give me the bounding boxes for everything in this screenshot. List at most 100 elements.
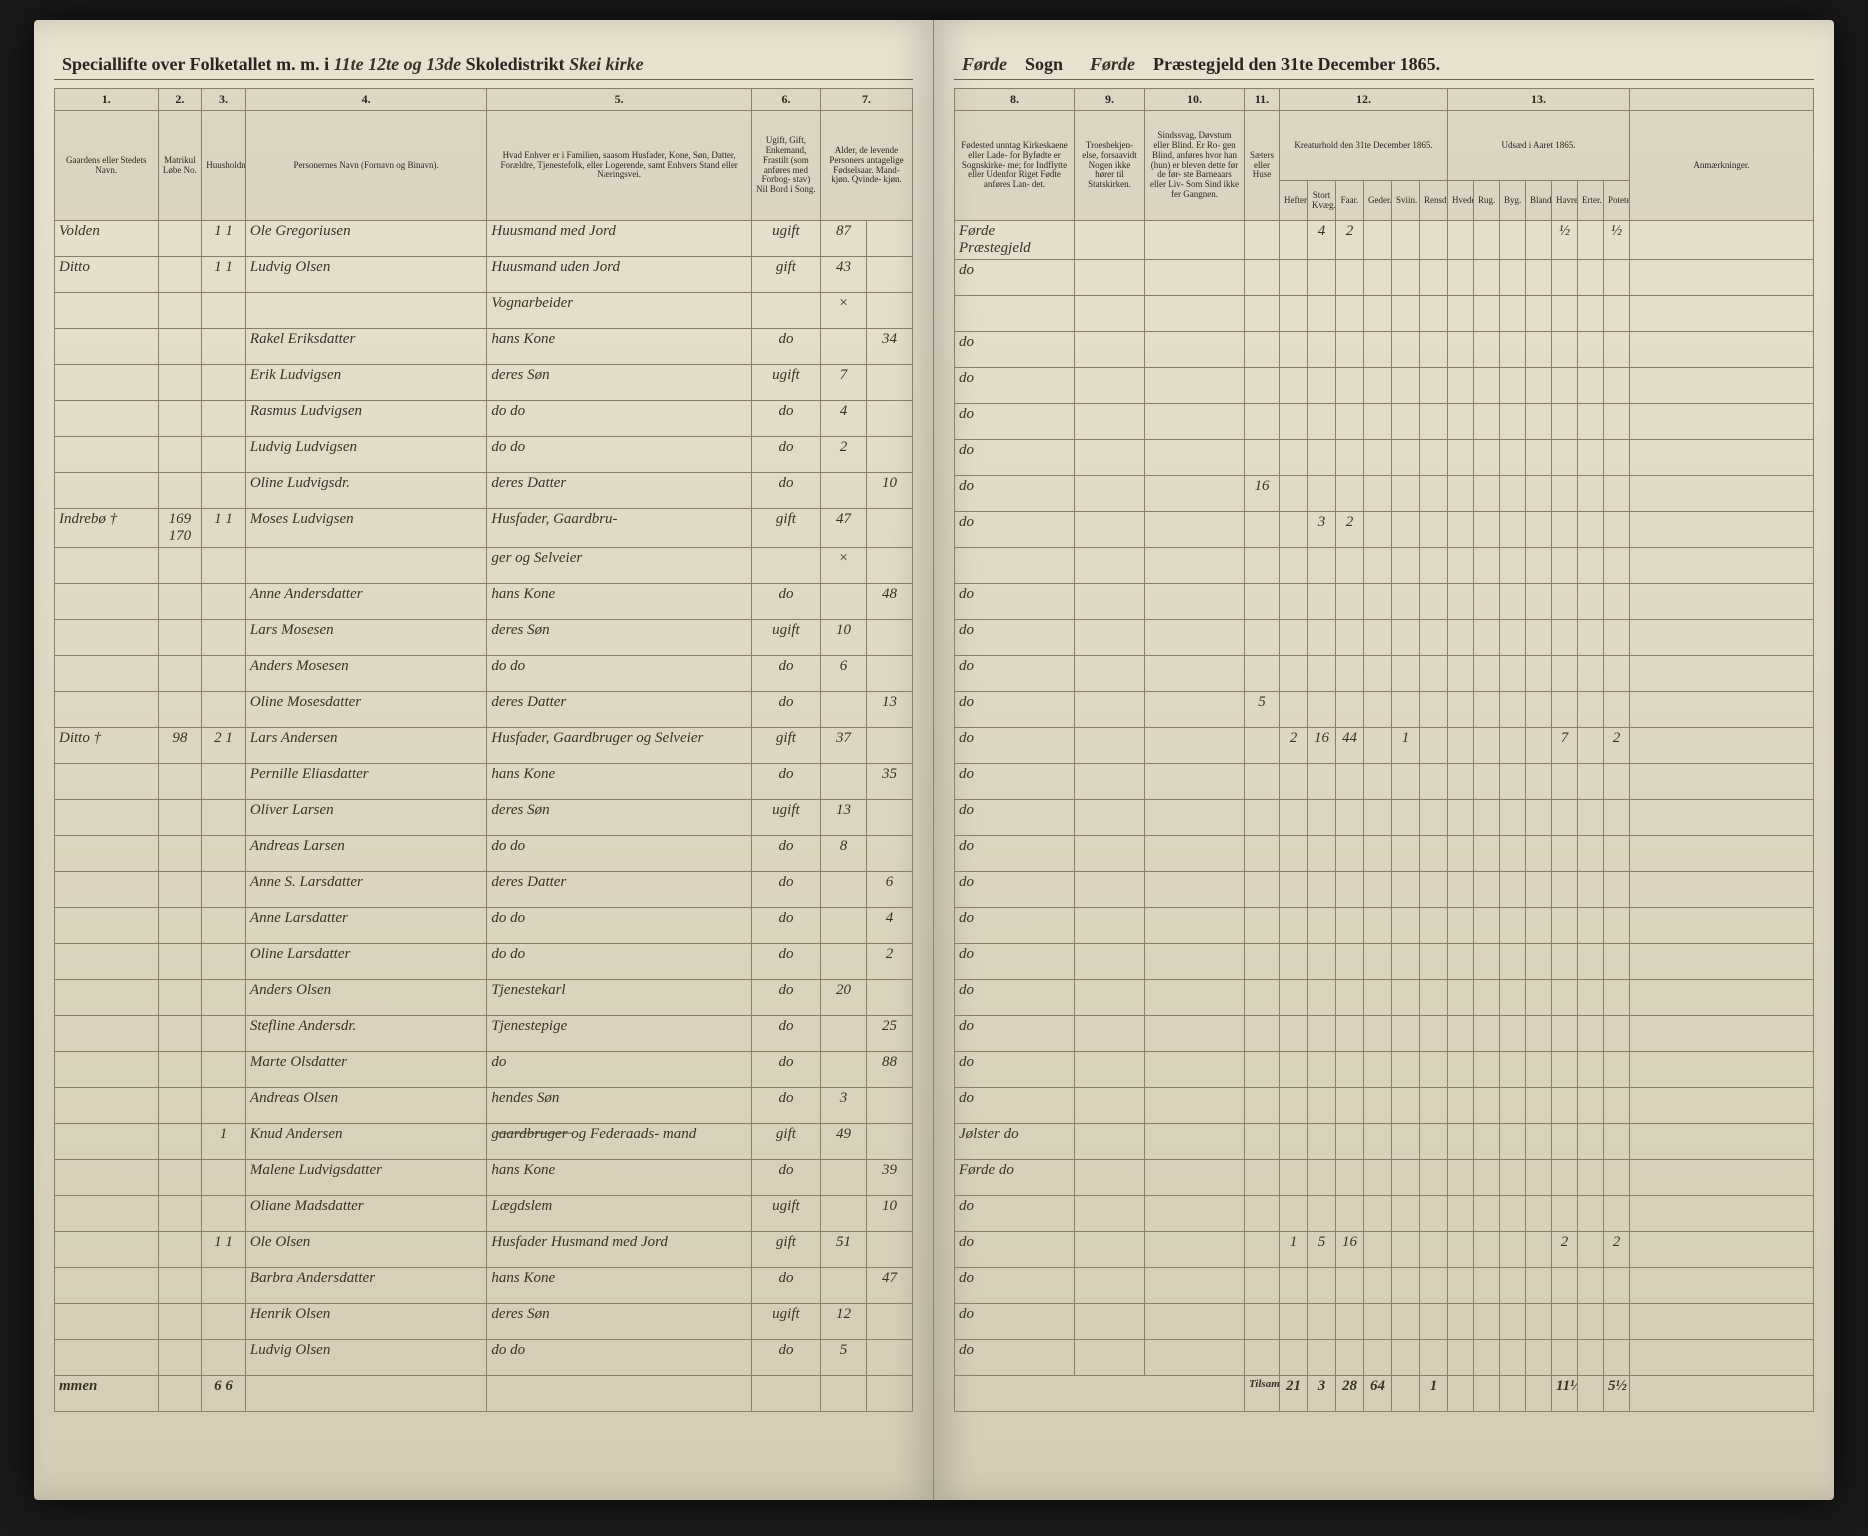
cell-12c: 16: [1336, 1232, 1364, 1268]
cell-remarks: [1630, 944, 1814, 980]
cell-12a: [1280, 1160, 1308, 1196]
cell-12b: [1308, 404, 1336, 440]
table-row: do: [955, 368, 1814, 404]
cell-remarks: [1630, 1340, 1814, 1376]
cell-faith: [1075, 1016, 1145, 1052]
cell-13b: [1474, 1124, 1500, 1160]
colhead-9: Troesbekjen- else, forsaavidt Nogen ikke…: [1075, 111, 1145, 221]
cell-13c: [1500, 1232, 1526, 1268]
cell-matrikul: [158, 872, 202, 908]
cell-13d: [1526, 1160, 1552, 1196]
cell-remarks: [1630, 836, 1814, 872]
cell-disability: [1145, 548, 1245, 584]
cell-age-f: 4: [866, 908, 912, 944]
cell-13e: [1552, 368, 1578, 404]
cell-birthplace: do: [955, 1196, 1075, 1232]
colhead-3: Huusholdninger.: [202, 111, 246, 221]
table-row: Anne S. Larsdatterderes Datterdo6: [55, 872, 913, 908]
cell-disability: [1145, 980, 1245, 1016]
colhead-7: Alder, de levende Personers antagelige F…: [820, 111, 912, 221]
table-row: [955, 296, 1814, 332]
cell-12c: [1336, 260, 1364, 296]
table-row: Førde do: [955, 1160, 1814, 1196]
cell-disability: [1145, 332, 1245, 368]
cell-matrikul: [158, 800, 202, 836]
cell-remarks: [1630, 332, 1814, 368]
cell-11: [1245, 548, 1280, 584]
cell-13g: [1604, 1124, 1630, 1160]
cell-name: Ludvig Ludvigsen: [245, 437, 487, 473]
cell-role: deres Datter: [487, 692, 752, 728]
cell-13b: [1474, 1196, 1500, 1232]
header-hw-3: Førde: [962, 54, 1007, 74]
table-row: [955, 548, 1814, 584]
cell-faith: [1075, 692, 1145, 728]
cell-13g: [1604, 836, 1630, 872]
colnum-9: 9.: [1075, 89, 1145, 111]
cell-matrikul: 98: [158, 728, 202, 764]
cell-12e: [1392, 584, 1420, 620]
cell-12f: [1420, 1340, 1448, 1376]
cell-marital: ugift: [751, 620, 820, 656]
cell-12c: [1336, 1340, 1364, 1376]
cell-13b: [1474, 656, 1500, 692]
cell-11: [1245, 584, 1280, 620]
cell-12d: [1364, 1340, 1392, 1376]
cell-matrikul: [158, 221, 202, 257]
cell-birthplace: do: [955, 1016, 1075, 1052]
cell-age-m: 3: [820, 1088, 866, 1124]
cell-name: Andreas Olsen: [245, 1088, 487, 1124]
footer-left-label: mmen: [55, 1376, 159, 1412]
cell-place: Volden: [55, 221, 159, 257]
left-header: Speciallifte over Folketallet m. m. i 11…: [54, 50, 913, 80]
cell-age-f: 88: [866, 1052, 912, 1088]
cell-name: Erik Ludvigsen: [245, 365, 487, 401]
cell-faith: [1075, 1124, 1145, 1160]
cell-13a: [1448, 728, 1474, 764]
cell-11: [1245, 1052, 1280, 1088]
cell-marital: do: [751, 1340, 820, 1376]
cell-13d: [1526, 1196, 1552, 1232]
cell-12c: [1336, 656, 1364, 692]
cell-disability: [1145, 620, 1245, 656]
cell-12c: 44: [1336, 728, 1364, 764]
colnum-3: 3.: [202, 89, 246, 111]
cell-remarks: [1630, 1088, 1814, 1124]
cell-13e: [1552, 1268, 1578, 1304]
cell-birthplace: do: [955, 368, 1075, 404]
cell-place: [55, 656, 159, 692]
colhead-12d: Geder.: [1364, 181, 1392, 221]
cell-12e: [1392, 656, 1420, 692]
table-row: Henrik Olsenderes Sønugift12: [55, 1304, 913, 1340]
cell-12b: [1308, 368, 1336, 404]
cell-12f: [1420, 872, 1448, 908]
cell-age-m: 2: [820, 437, 866, 473]
cell-birthplace: Førde do: [955, 1160, 1075, 1196]
colnum-8: 8.: [955, 89, 1075, 111]
cell-12d: [1364, 440, 1392, 476]
cell-role: deres Datter: [487, 473, 752, 509]
cell-marital: gift: [751, 1232, 820, 1268]
cell-13c: [1500, 764, 1526, 800]
cell-birthplace: Førde Præstegjeld: [955, 221, 1075, 260]
cell-household: [202, 1016, 246, 1052]
cell-place: [55, 1196, 159, 1232]
cell-household: 1 1: [202, 509, 246, 548]
cell-12b: [1308, 1088, 1336, 1124]
cell-13b: [1474, 908, 1500, 944]
cell-name: Lars Mosesen: [245, 620, 487, 656]
foot-e: [1392, 1376, 1420, 1412]
cell-12f: [1420, 1124, 1448, 1160]
cell-age-f: [866, 221, 912, 257]
cell-marital: ugift: [751, 1304, 820, 1340]
cell-household: 1 1: [202, 221, 246, 257]
cell-12d: [1364, 980, 1392, 1016]
cell-13a: [1448, 836, 1474, 872]
cell-13g: ½: [1604, 221, 1630, 260]
cell-12a: [1280, 1052, 1308, 1088]
table-row: Oliver Larsenderes Sønugift13: [55, 800, 913, 836]
cell-12f: [1420, 260, 1448, 296]
cell-13c: [1500, 692, 1526, 728]
cell-13d: [1526, 836, 1552, 872]
cell-disability: [1145, 1268, 1245, 1304]
